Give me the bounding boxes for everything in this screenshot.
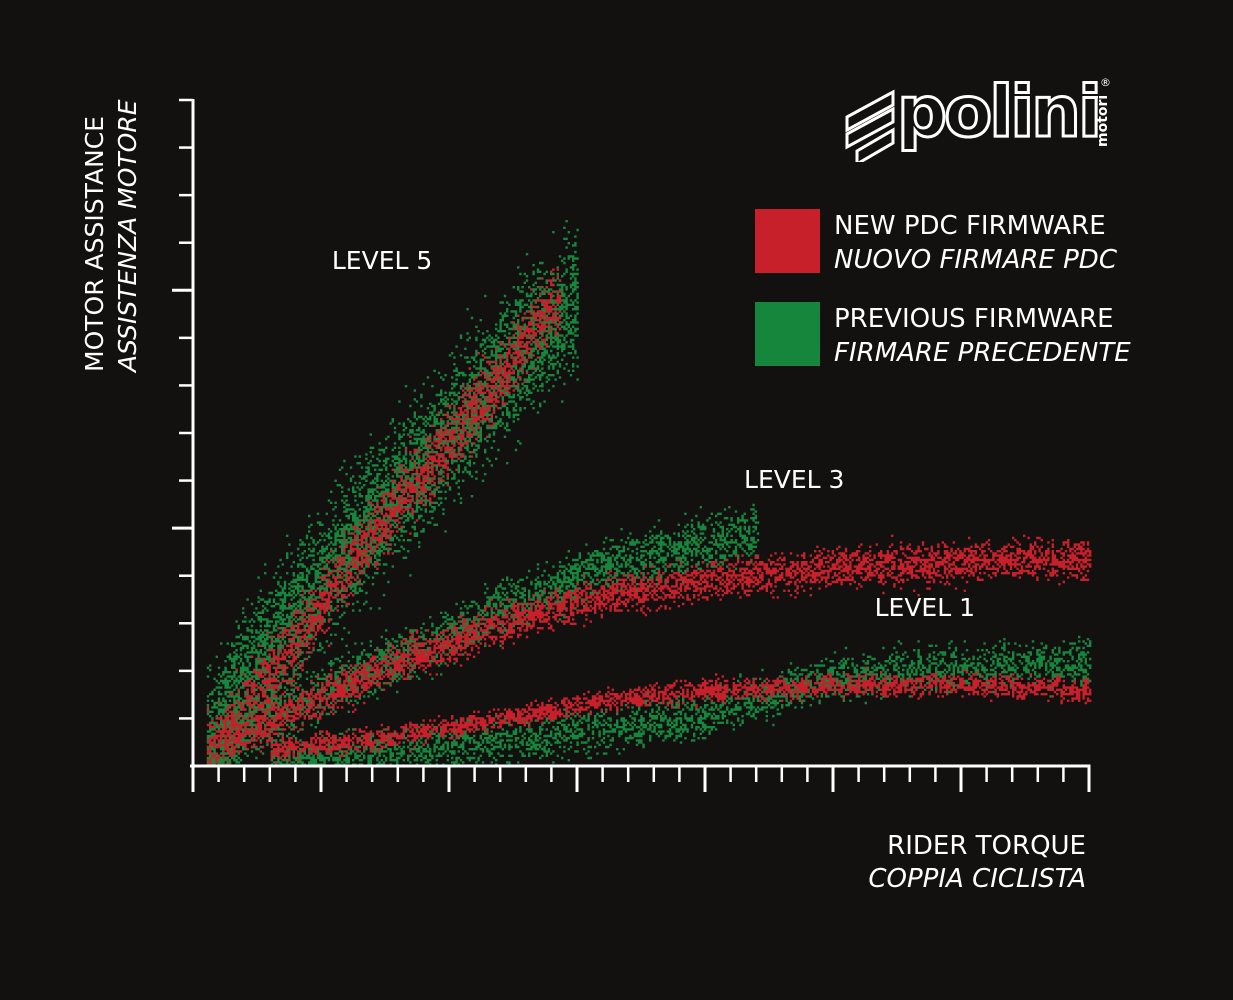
axes (172, 98, 1091, 792)
y-axis-label: MOTOR ASSISTANCE ASSISTENZA MOTORE (78, 100, 144, 373)
legend-label-en: NEW PDC FIRMWARE (834, 211, 1106, 241)
polini-logo: polini motori ® (845, 70, 1120, 167)
y-axis-label-it: ASSISTENZA MOTORE (113, 99, 142, 373)
legend-swatch-previous-firmware (755, 302, 820, 366)
scatter-point-cloud (206, 268, 562, 766)
legend-text-new-firmware: NEW PDC FIRMWARE NUOVO FIRMARE PDC (834, 209, 1117, 277)
scatter-point-cloud (270, 666, 1092, 764)
series-new-pdc-firmware-level-1 (270, 666, 1092, 764)
scatter-point-cloud (217, 534, 1092, 766)
logo-wordmark: polini (897, 72, 1099, 153)
x-axis-label-it: COPPIA CICLISTA (868, 864, 1086, 894)
annotation-level-5: LEVEL 5 (331, 245, 433, 275)
polini-stripes-logo-icon: polini motori ® (845, 70, 1111, 167)
legend-label-it: FIRMARE PRECEDENTE (834, 338, 1131, 368)
legend-text-previous-firmware: PREVIOUS FIRMWARE FIRMARE PRECEDENTE (834, 302, 1131, 370)
annotation-level-1: LEVEL 1 (874, 593, 975, 622)
series-new-pdc-firmware-level-3 (217, 534, 1092, 766)
y-axis-label-en: MOTOR ASSISTANCE (80, 116, 109, 372)
series-previous-firmware-level-3 (220, 503, 760, 764)
legend-label-en: PREVIOUS FIRMWARE (834, 304, 1114, 334)
scatter-points-layer (206, 220, 1092, 766)
logo-subtext: motori (1095, 95, 1111, 147)
annotation-level-3: LEVEL 3 (744, 464, 845, 494)
series-new-pdc-firmware-level-5 (206, 268, 562, 766)
registered-mark: ® (1100, 76, 1111, 89)
legend-swatch-new-firmware (755, 209, 820, 273)
scatter-point-cloud (220, 503, 760, 764)
x-axis-label-en: RIDER TORQUE (887, 831, 1086, 861)
x-axis-label: RIDER TORQUE COPPIA CICLISTA (868, 830, 1086, 896)
legend-label-it: NUOVO FIRMARE PDC (834, 245, 1117, 275)
